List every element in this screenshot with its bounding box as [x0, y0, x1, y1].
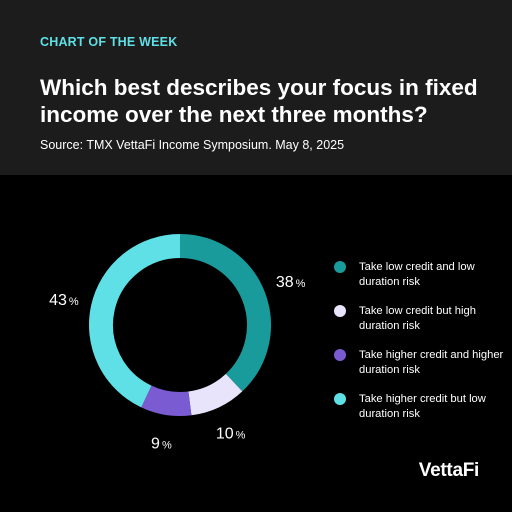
legend-label: Take low credit and low duration risk	[359, 261, 475, 288]
legend-label: Take higher credit but low duration risk	[359, 393, 486, 420]
legend-item: Take low credit and low duration risk	[334, 258, 504, 302]
legend-item: Take higher credit but low duration risk	[334, 390, 504, 434]
vettafi-logo: VettaFi	[418, 460, 480, 481]
legend-swatch	[334, 305, 346, 317]
donut-slice-take-higher-credit-but-low-duration-risk	[89, 234, 181, 408]
slice-value-label: 43%	[49, 292, 79, 309]
legend-swatch	[334, 349, 346, 361]
donut-slice-take-low-credit-and-low-duration-risk	[179, 234, 271, 392]
legend-swatch	[334, 261, 346, 273]
header-panel: CHART OF THE WEEK Which best describes y…	[0, 0, 512, 175]
slice-value-label: 10%	[216, 426, 246, 443]
kicker-label: CHART OF THE WEEK	[40, 35, 178, 49]
donut-slice-take-higher-credit-and-higher-duration-risk	[141, 385, 192, 416]
legend-swatch	[334, 393, 346, 405]
source-note: Source: TMX VettaFi Income Symposium. Ma…	[40, 138, 345, 152]
chart-title: Which best describes your focus in fixed…	[40, 75, 478, 127]
legend-item: Take low credit but high duration risk	[334, 302, 504, 346]
legend-item: Take higher credit and higher duration r…	[334, 346, 504, 390]
slice-value-label: 38%	[276, 274, 306, 291]
legend-label: Take low credit but high duration risk	[359, 305, 476, 332]
donut-chart: 38 % 10 % 9 % 43%	[49, 234, 306, 453]
slice-value-label: 9%	[151, 436, 172, 453]
donut-slice-take-low-credit-but-high-duration-risk	[187, 373, 243, 416]
legend-label: Take higher credit and higher duration r…	[359, 349, 504, 376]
chart-legend: Take low credit and low duration risk Tak…	[334, 258, 504, 434]
